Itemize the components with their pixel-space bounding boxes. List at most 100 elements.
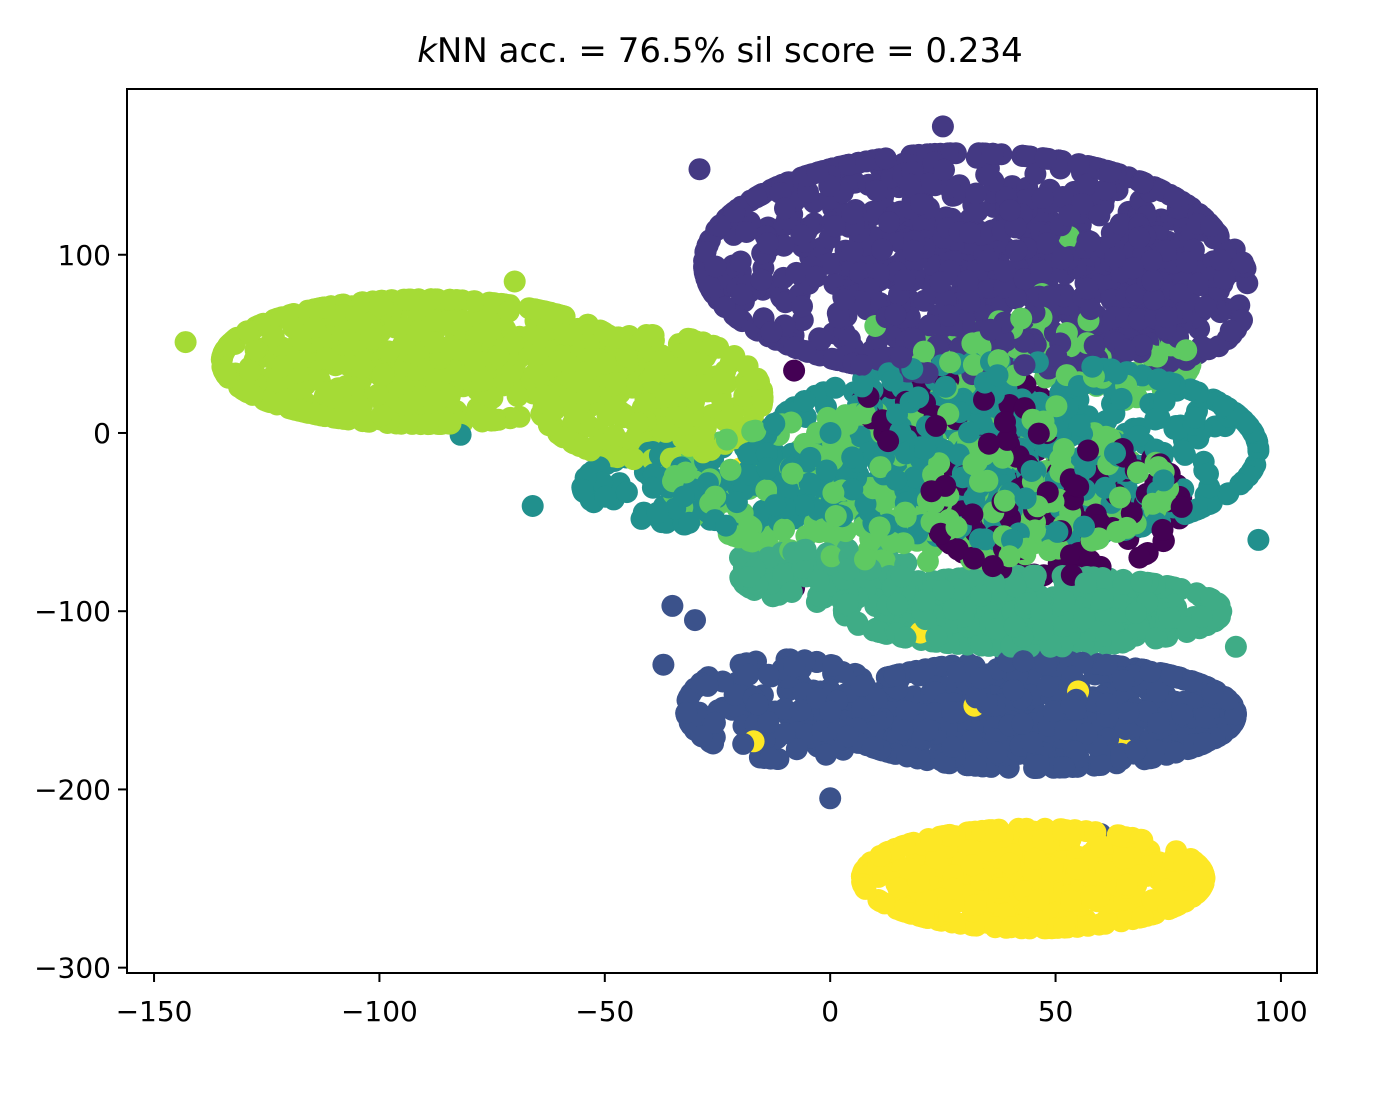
data-point <box>868 516 891 539</box>
data-point <box>855 150 878 173</box>
data-point <box>877 430 900 453</box>
data-point <box>1051 186 1074 208</box>
data-point <box>965 182 987 205</box>
data-point <box>966 200 989 223</box>
data-point <box>806 687 828 710</box>
data-point <box>916 718 939 741</box>
data-point <box>690 725 713 748</box>
data-point <box>719 351 742 374</box>
data-point <box>1049 818 1072 841</box>
data-point <box>945 516 968 539</box>
data-point <box>552 426 575 449</box>
data-point <box>1042 700 1065 723</box>
data-point <box>1153 390 1176 413</box>
data-point <box>956 269 979 292</box>
data-point <box>792 494 815 517</box>
data-point <box>271 355 294 378</box>
data-point <box>1142 288 1165 311</box>
data-point <box>1197 338 1220 361</box>
data-point <box>622 448 645 471</box>
data-point <box>1183 406 1206 429</box>
data-point <box>424 309 447 332</box>
data-point <box>869 456 892 479</box>
data-point <box>576 377 599 400</box>
data-point <box>674 461 697 484</box>
data-point <box>1147 712 1170 735</box>
data-point <box>1131 905 1154 928</box>
data-point <box>1031 186 1054 209</box>
data-point <box>1054 719 1077 742</box>
data-point <box>984 820 1007 843</box>
data-point <box>964 894 987 917</box>
data-point <box>1060 544 1082 567</box>
data-point <box>772 563 794 586</box>
data-point <box>931 115 954 138</box>
data-point <box>1063 740 1086 763</box>
data-point <box>824 505 847 527</box>
data-point <box>715 514 737 537</box>
data-point <box>946 660 969 683</box>
data-point <box>1127 425 1150 448</box>
data-point <box>1081 355 1104 378</box>
data-point <box>391 376 414 399</box>
data-point <box>823 348 845 371</box>
data-point <box>688 158 711 181</box>
data-point <box>1200 588 1223 611</box>
data-point <box>1212 394 1235 417</box>
data-point <box>1091 567 1114 589</box>
data-point <box>738 514 761 537</box>
data-point <box>627 412 650 435</box>
data-point <box>594 352 617 375</box>
data-point <box>1077 914 1099 937</box>
data-point <box>962 353 985 376</box>
data-point <box>678 511 701 534</box>
data-point <box>527 327 550 350</box>
data-point <box>853 402 876 425</box>
data-point <box>869 844 892 867</box>
data-point <box>958 290 981 313</box>
data-point <box>1028 910 1051 933</box>
data-point <box>714 296 736 319</box>
data-point <box>854 548 876 571</box>
data-point <box>896 745 919 768</box>
data-point <box>837 558 860 581</box>
data-point <box>540 355 563 378</box>
data-point <box>941 735 964 758</box>
data-point <box>941 701 964 724</box>
data-point <box>973 388 995 411</box>
data-point <box>1095 653 1118 676</box>
data-point <box>642 364 665 387</box>
data-point <box>1219 319 1242 342</box>
data-point <box>756 232 779 255</box>
data-point <box>377 340 400 363</box>
data-point <box>1039 635 1062 658</box>
data-point <box>174 331 197 354</box>
data-point <box>506 385 529 408</box>
data-point <box>1236 272 1259 295</box>
data-point <box>873 892 896 915</box>
data-point <box>853 877 876 900</box>
data-point <box>1224 635 1247 658</box>
data-point <box>774 722 796 745</box>
data-point <box>1114 338 1137 361</box>
data-point <box>819 787 842 810</box>
data-point <box>883 664 906 687</box>
data-point <box>1095 860 1118 883</box>
data-point <box>942 598 965 621</box>
data-point <box>1109 486 1131 509</box>
data-point <box>503 270 526 293</box>
data-point <box>704 485 727 508</box>
data-point <box>925 625 948 648</box>
data-point <box>820 545 843 568</box>
data-point <box>1020 731 1043 754</box>
data-point <box>732 732 755 755</box>
data-point <box>553 323 576 345</box>
data-point <box>1130 334 1153 357</box>
data-point <box>895 700 918 723</box>
data-point <box>1040 859 1063 882</box>
data-point <box>1112 847 1135 870</box>
data-point <box>928 452 951 475</box>
data-point <box>929 271 952 294</box>
data-point <box>777 479 799 502</box>
